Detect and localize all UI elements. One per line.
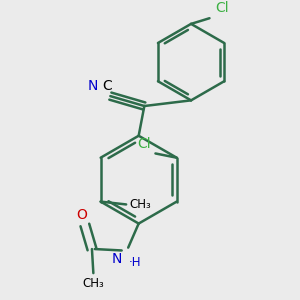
Text: N: N	[111, 252, 122, 266]
Text: Cl: Cl	[138, 136, 151, 151]
Text: Cl: Cl	[215, 2, 229, 15]
Text: N: N	[87, 79, 98, 93]
Text: ·H: ·H	[129, 256, 141, 268]
Text: C: C	[102, 79, 112, 93]
Text: CH₃: CH₃	[82, 278, 104, 290]
Text: CH₃: CH₃	[129, 198, 151, 211]
Text: O: O	[76, 208, 88, 222]
